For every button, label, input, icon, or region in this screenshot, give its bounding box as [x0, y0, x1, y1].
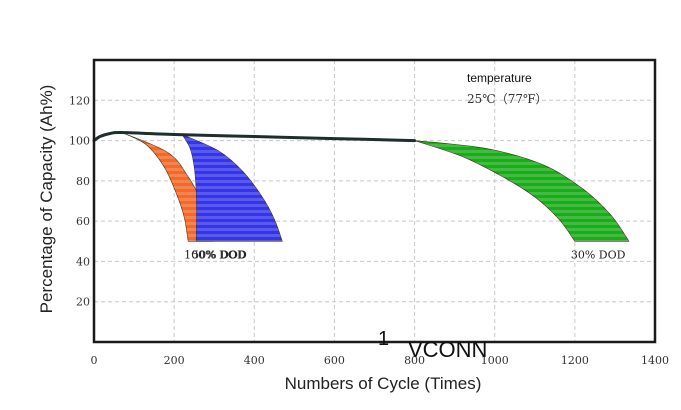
- dod-band-texture-0: [122, 132, 214, 242]
- y-tick-label: 40: [76, 255, 90, 268]
- dod-band-texture-1: [182, 134, 283, 242]
- x-tick-label: 400: [244, 354, 265, 367]
- baseline-curve: [92, 130, 417, 143]
- x-axis-label: Numbers of Cycle (Times): [285, 374, 482, 393]
- y-axis-label: Percentage of Capacity (Ah%): [37, 85, 56, 314]
- y-tick-label: 120: [69, 94, 90, 107]
- baseline-line: [92, 130, 417, 143]
- watermark-digit: 1: [378, 328, 389, 350]
- dod-label-1: 50% DOD: [192, 248, 247, 261]
- temperature-value: 25℃（77℉）: [467, 92, 548, 106]
- dod-band-texture-2: [414, 140, 629, 242]
- x-tick-label: 1000: [481, 354, 509, 367]
- x-tick-label: 200: [164, 354, 185, 367]
- y-tick-label: 60: [76, 215, 90, 228]
- x-tick-label: 1400: [641, 354, 669, 367]
- dod-bands: [121, 132, 630, 242]
- y-tick-label: 80: [76, 175, 90, 188]
- watermark-text: VCONN: [408, 337, 487, 362]
- plot-border: [92, 58, 657, 344]
- y-tick-labels: 20 40 60 80 100 120: [69, 94, 90, 308]
- x-tick-labels: 0 200 400 600 800 1000 1200 1400: [91, 354, 670, 367]
- y-tick-label: 20: [76, 296, 90, 309]
- x-tick-label: 800: [404, 354, 425, 367]
- dod-label-2: 30% DOD: [571, 248, 626, 261]
- x-tick-label: 1200: [561, 354, 589, 367]
- x-tick-label: 0: [91, 354, 98, 367]
- dod-label-0: 100% DOD: [184, 248, 246, 261]
- temperature-title: temperature: [467, 71, 532, 85]
- y-tick-label: 100: [69, 135, 90, 148]
- x-tick-label: 600: [324, 354, 345, 367]
